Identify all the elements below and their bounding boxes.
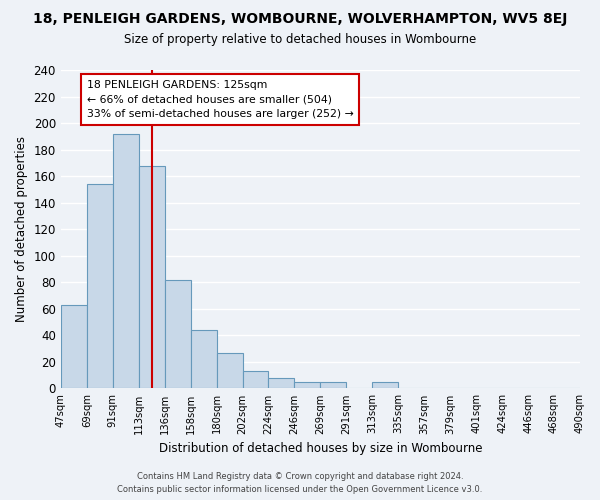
Bar xyxy=(164,280,191,388)
Text: 18 PENLEIGH GARDENS: 125sqm
← 66% of detached houses are smaller (504)
33% of se: 18 PENLEIGH GARDENS: 125sqm ← 66% of det… xyxy=(87,80,353,119)
Bar xyxy=(373,382,398,388)
X-axis label: Distribution of detached houses by size in Wombourne: Distribution of detached houses by size … xyxy=(158,442,482,455)
Bar xyxy=(217,352,242,388)
Bar xyxy=(268,378,295,388)
Bar xyxy=(242,371,268,388)
Text: Contains HM Land Registry data © Crown copyright and database right 2024.
Contai: Contains HM Land Registry data © Crown c… xyxy=(118,472,482,494)
Text: 18, PENLEIGH GARDENS, WOMBOURNE, WOLVERHAMPTON, WV5 8EJ: 18, PENLEIGH GARDENS, WOMBOURNE, WOLVERH… xyxy=(33,12,567,26)
Bar xyxy=(320,382,346,388)
Bar xyxy=(191,330,217,388)
Bar xyxy=(295,382,320,388)
Bar xyxy=(61,305,87,388)
Y-axis label: Number of detached properties: Number of detached properties xyxy=(15,136,28,322)
Bar xyxy=(87,184,113,388)
Bar xyxy=(113,134,139,388)
Text: Size of property relative to detached houses in Wombourne: Size of property relative to detached ho… xyxy=(124,32,476,46)
Bar xyxy=(139,166,164,388)
